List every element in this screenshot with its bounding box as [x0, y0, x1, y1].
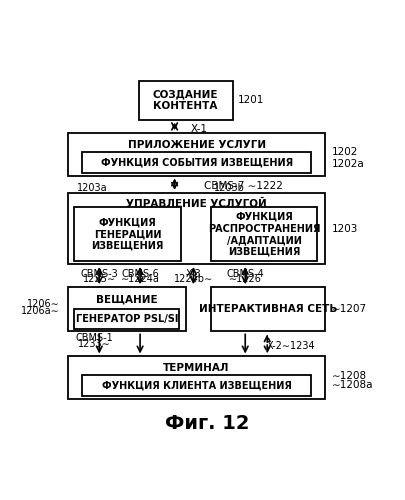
Text: CBMS-6: CBMS-6: [121, 268, 159, 278]
Text: ∼1207: ∼1207: [332, 304, 367, 314]
Text: ФУНКЦИЯ
ГЕНЕРАЦИИ
ИЗВЕЩЕНИЯ: ФУНКЦИЯ ГЕНЕРАЦИИ ИЗВЕЩЕНИЯ: [92, 218, 164, 251]
Text: 1225∼: 1225∼: [83, 274, 116, 284]
Bar: [74, 310, 179, 328]
Bar: [68, 287, 185, 332]
Text: СОЗДАНИЕ
КОНТЕНТА: СОЗДАНИЕ КОНТЕНТА: [153, 90, 218, 111]
Bar: [139, 81, 232, 120]
Text: CBMS-4: CBMS-4: [226, 268, 264, 278]
Text: УПРАВЛЕНИЕ УСЛУГОЙ: УПРАВЛЕНИЕ УСЛУГОЙ: [126, 198, 267, 208]
Text: ФУНКЦИЯ
РАСПРОСТРАНЕНИЯ
/АДАПТАЦИИ
ИЗВЕЩЕНИЯ: ФУНКЦИЯ РАСПРОСТРАНЕНИЯ /АДАПТАЦИИ ИЗВЕЩ…: [208, 212, 320, 257]
Bar: [74, 208, 181, 262]
Text: 1202a: 1202a: [332, 159, 364, 169]
Bar: [68, 193, 325, 264]
Text: ∼1208a: ∼1208a: [332, 380, 373, 390]
Text: 1203: 1203: [332, 224, 358, 234]
Text: 1203a: 1203a: [77, 183, 108, 193]
Bar: [82, 152, 311, 173]
Text: X-3: X-3: [185, 268, 201, 278]
Text: 1233∼: 1233∼: [78, 338, 111, 348]
Text: ФУНКЦИЯ СОБЫТИЯ ИЗВЕЩЕНИЯ: ФУНКЦИЯ СОБЫТИЯ ИЗВЕЩЕНИЯ: [100, 157, 293, 167]
Text: 1202: 1202: [332, 148, 358, 158]
Text: ∼1226: ∼1226: [229, 274, 262, 284]
Text: ГЕНЕРАТОР PSL/SI: ГЕНЕРАТОР PSL/SI: [76, 314, 178, 324]
Bar: [211, 287, 325, 332]
Bar: [211, 208, 318, 262]
Text: 1203b: 1203b: [214, 183, 245, 193]
Text: ТЕРМИНАЛ: ТЕРМИНАЛ: [163, 364, 230, 374]
Text: CBMS-7 ∼1222: CBMS-7 ∼1222: [205, 182, 284, 192]
Text: X-1: X-1: [190, 124, 207, 134]
Text: 1224b∼: 1224b∼: [174, 274, 213, 284]
Text: CBMS-1: CBMS-1: [76, 333, 113, 343]
Text: ПРИЛОЖЕНИЕ УСЛУГИ: ПРИЛОЖЕНИЕ УСЛУГИ: [128, 140, 266, 150]
Text: ФУНКЦИЯ КЛИЕНТА ИЗВЕЩЕНИЯ: ФУНКЦИЯ КЛИЕНТА ИЗВЕЩЕНИЯ: [102, 380, 292, 390]
Text: 1206∼: 1206∼: [27, 300, 60, 310]
Text: ВЕЩАНИЕ: ВЕЩАНИЕ: [96, 294, 158, 304]
Text: 1206a∼: 1206a∼: [21, 306, 60, 316]
Text: ∼1208: ∼1208: [332, 372, 367, 382]
Text: ∼1224a: ∼1224a: [121, 274, 160, 284]
Text: X-2∼1234: X-2∼1234: [267, 340, 316, 350]
Bar: [82, 374, 311, 396]
Text: ИНТЕРАКТИВНАЯ СЕТЬ: ИНТЕРАКТИВНАЯ СЕТЬ: [199, 304, 337, 314]
Bar: [68, 133, 325, 176]
Text: 1201: 1201: [237, 96, 264, 106]
Text: CBMS-3: CBMS-3: [81, 268, 118, 278]
Text: Фиг. 12: Фиг. 12: [165, 414, 250, 434]
Bar: [68, 356, 325, 399]
